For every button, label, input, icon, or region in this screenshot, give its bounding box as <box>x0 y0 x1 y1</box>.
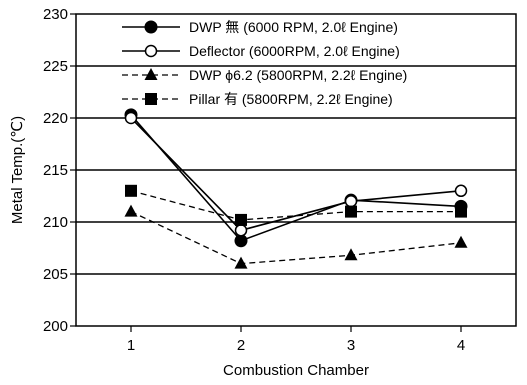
series-3-point-3 <box>455 205 467 218</box>
x-tick-label: 1 <box>127 337 135 354</box>
x-axis-label: Combustion Chamber <box>223 362 369 379</box>
series-1-point-3 <box>454 184 468 198</box>
series-1-line <box>130 117 462 232</box>
series-2-point-1 <box>234 256 248 269</box>
y-tick-label: 225 <box>43 58 68 75</box>
grid-lines <box>76 65 516 275</box>
legend-marker-3 <box>145 93 157 105</box>
series-3 <box>125 184 467 226</box>
legend-marker-0 <box>144 20 158 34</box>
x-tick-label: 3 <box>347 337 355 354</box>
legend-label-0: DWP 無 (6000 RPM, 2.0ℓ Engine) <box>189 19 398 35</box>
series-2-line <box>130 211 462 265</box>
series-3-point-2 <box>345 205 357 218</box>
legend-item-2: DWP ϕ6.2 (5800RPM, 2.2ℓ Engine) <box>122 67 407 83</box>
x-axis-ticks: 1 2 3 4 <box>127 326 465 354</box>
y-axis-ticks: 200 205 210 215 220 225 230 <box>43 6 76 335</box>
series-1-point-0 <box>124 111 138 125</box>
y-tick-label: 205 <box>43 266 68 283</box>
legend-item-3: Pillar 有 (5800RPM, 2.2ℓ Engine) <box>122 91 393 107</box>
y-tick-label: 230 <box>43 6 68 23</box>
legend-marker-2 <box>144 68 158 80</box>
x-tick-label: 4 <box>457 337 465 354</box>
y-tick-label: 220 <box>43 110 68 127</box>
series-2-point-3 <box>454 235 468 248</box>
legend-label-3: Pillar 有 (5800RPM, 2.2ℓ Engine) <box>189 91 393 107</box>
series-2 <box>124 204 468 269</box>
series-1 <box>124 111 468 237</box>
legend-label-1: Deflector (6000RPM, 2.0ℓ Engine) <box>189 43 400 59</box>
x-tick-label: 2 <box>237 337 245 354</box>
legend-item-0: DWP 無 (6000 RPM, 2.0ℓ Engine) <box>122 19 398 35</box>
legend-marker-1 <box>144 44 158 58</box>
series-layer <box>124 108 468 269</box>
series-0-line <box>130 114 462 242</box>
series-0 <box>124 108 468 248</box>
y-axis-label: Metal Temp.(℃) <box>9 116 26 224</box>
legend: DWP 無 (6000 RPM, 2.0ℓ Engine) Deflector (… <box>122 19 407 107</box>
series-3-point-0 <box>125 184 137 197</box>
y-tick-label: 200 <box>43 318 68 335</box>
y-tick-label: 215 <box>43 162 68 179</box>
y-tick-label: 210 <box>43 214 68 231</box>
series-2-point-0 <box>124 204 138 217</box>
series-3-point-1 <box>235 213 247 226</box>
series-1-point-1 <box>234 224 248 237</box>
legend-item-1: Deflector (6000RPM, 2.0ℓ Engine) <box>122 43 400 59</box>
series-2-point-2 <box>344 248 358 261</box>
legend-label-2: DWP ϕ6.2 (5800RPM, 2.2ℓ Engine) <box>189 67 407 83</box>
series-1-point-2 <box>344 194 358 208</box>
